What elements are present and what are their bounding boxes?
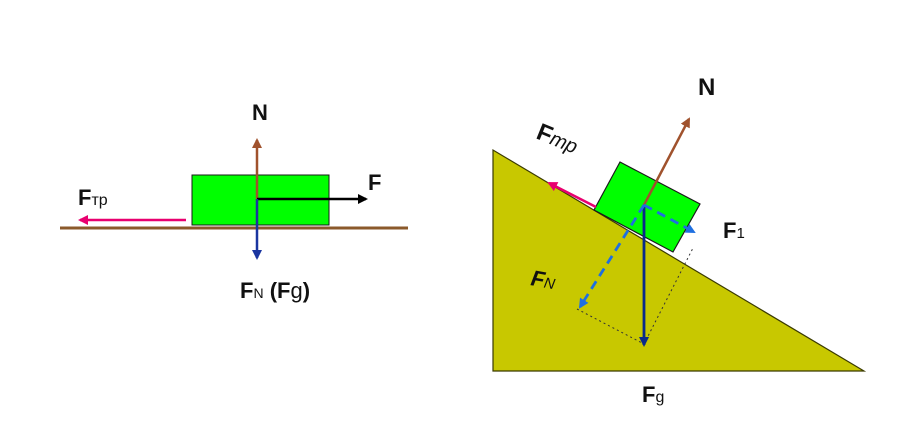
- left-weight-label: FN (Fg): [240, 278, 310, 303]
- left-friction-label: Fтр: [78, 185, 108, 210]
- fg-label: Fg: [642, 382, 664, 407]
- right-friction-label: Fтр: [533, 119, 582, 160]
- incline-wedge: [492, 148, 867, 372]
- right-normal-label: N: [698, 74, 715, 101]
- inclined-plane-diagram: N Fтр F1 FN Fg: [492, 74, 867, 407]
- horizontal-surface-diagram: N F Fтр FN (Fg): [60, 100, 408, 303]
- left-force-label: F: [368, 170, 381, 195]
- left-normal-label: N: [252, 100, 268, 125]
- incline-friction-arrow: [547, 181, 597, 209]
- incline-normal-arrow: [642, 117, 691, 206]
- fn-label: FN: [529, 265, 557, 294]
- normal-component-arrow: [578, 204, 646, 309]
- parallel-component-arrow: [643, 203, 696, 234]
- f1-label: F1: [723, 218, 745, 243]
